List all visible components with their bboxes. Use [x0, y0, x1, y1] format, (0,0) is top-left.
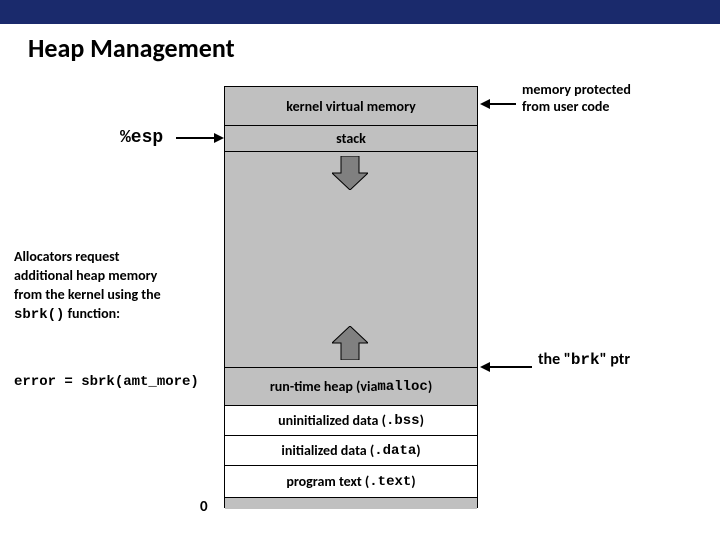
brk-ptr-mono: brk: [571, 351, 600, 369]
esp-arrow-shaft: [176, 137, 214, 139]
esp-label: %esp: [120, 128, 163, 148]
memory-layout-column: kernel virtual memorystack run-time heap …: [224, 86, 478, 508]
memory-protected-arrow-head: [480, 99, 490, 109]
brk-ptr-post: " ptr: [600, 350, 630, 369]
allocators-note: Allocators request additional heap memor…: [14, 248, 161, 325]
allocators-l1: Allocators request: [14, 248, 119, 265]
memory-protected-line1: memory protected: [522, 81, 631, 98]
brk-ptr-label: the "brk" ptr: [538, 350, 630, 369]
memory-protected-line2: from user code: [522, 98, 609, 115]
heap-grows-up-arrow: [332, 326, 368, 360]
allocators-l2: additional heap memory: [14, 267, 157, 284]
brk-ptr-arrow-head: [480, 362, 490, 372]
memory-protected-label: memory protected from user code: [522, 82, 631, 116]
page-title: Heap Management: [28, 32, 235, 64]
allocators-l4-code: sbrk(): [14, 307, 64, 323]
esp-arrow-head: [214, 133, 224, 143]
memory-segment-bottom: [225, 497, 477, 509]
title-bar: [0, 0, 720, 24]
address-zero-label: 0: [200, 498, 208, 516]
stack-grows-down-arrow: [332, 156, 368, 190]
allocators-l4-text: function:: [64, 305, 120, 322]
memory-segment-stack: stack: [225, 125, 477, 151]
brk-ptr-arrow-shaft: [490, 366, 532, 368]
memory-segment-data: initialized data (.data): [225, 435, 477, 465]
allocators-l3: from the kernel using the: [14, 286, 161, 303]
memory-segment-text: program text (.text): [225, 465, 477, 497]
sbrk-call-example: error = sbrk(amt_more): [14, 374, 199, 390]
memory-segment-heap: run-time heap (via malloc): [225, 367, 477, 405]
memory-segment-kvm: kernel virtual memory: [225, 87, 477, 125]
brk-ptr-pre: the ": [538, 350, 571, 369]
memory-segment-bss: uninitialized data (.bss): [225, 405, 477, 435]
memory-protected-arrow-shaft: [490, 103, 516, 105]
